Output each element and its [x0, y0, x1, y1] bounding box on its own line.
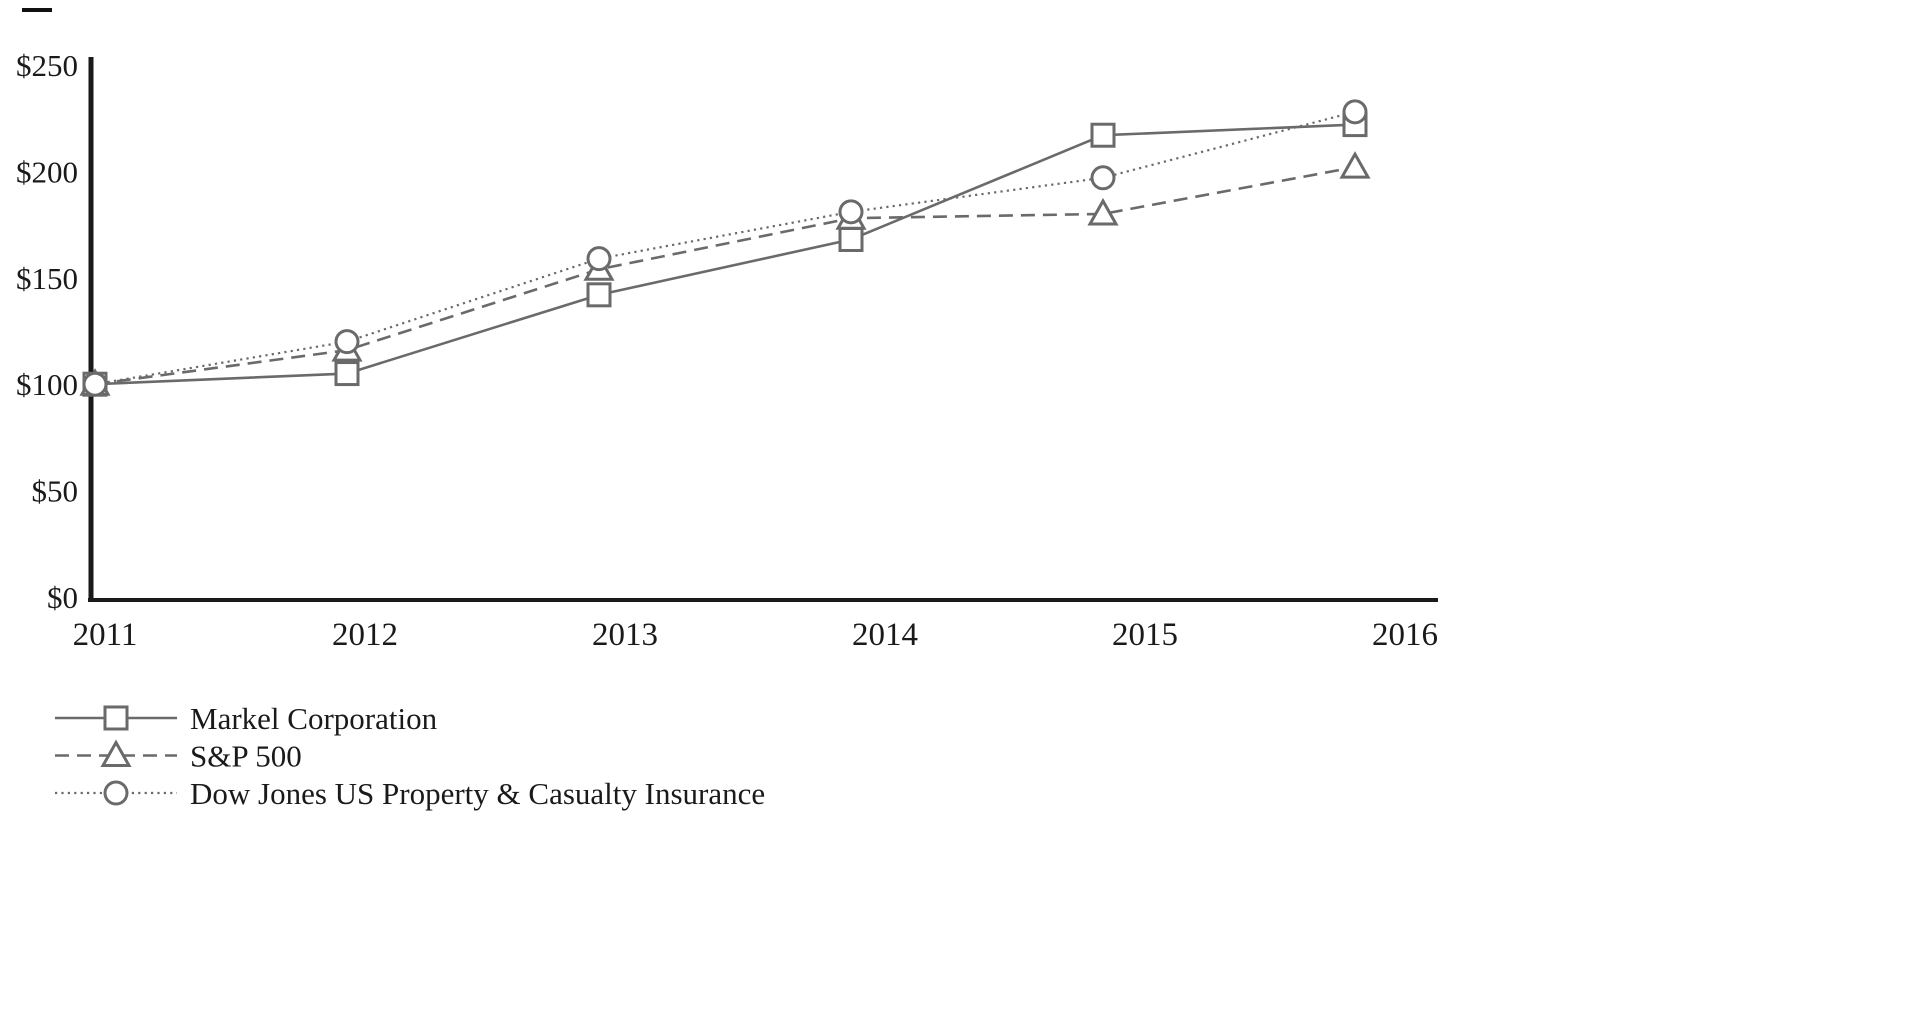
circle-marker [334, 329, 360, 355]
x-tick-label: 2016 [1372, 617, 1438, 653]
y-tick-label: $50 [32, 474, 79, 509]
x-tick-label: 2015 [1112, 617, 1178, 653]
y-tick-label: $0 [47, 580, 78, 615]
square-marker [1090, 122, 1116, 148]
circle-marker [103, 780, 129, 806]
triangle-marker [1339, 151, 1371, 179]
series-line-square [94, 123, 1356, 386]
y-tick-label: $200 [16, 154, 78, 189]
legend-label: S&P 500 [190, 739, 302, 774]
x-tick-label: 2012 [332, 617, 398, 653]
y-tick-label: $100 [16, 367, 78, 402]
series-line-triangle [94, 165, 1356, 386]
circle-marker [838, 199, 864, 225]
circle-marker [1342, 99, 1368, 125]
legend-item: Dow Jones US Property & Casualty Insuran… [55, 776, 765, 811]
y-tick-label: $250 [16, 48, 78, 83]
x-tick-label: 2011 [73, 617, 138, 653]
legend-label: Markel Corporation [190, 701, 438, 736]
square-marker [334, 361, 360, 387]
circle-marker [1090, 165, 1116, 191]
legend-item: Markel Corporation [55, 701, 438, 736]
square-marker [103, 705, 129, 731]
series-line-circle [94, 110, 1356, 386]
x-tick-label: 2014 [852, 617, 918, 653]
circle-marker [586, 246, 612, 272]
legend-label: Dow Jones US Property & Casualty Insuran… [190, 776, 765, 811]
legend-item: S&P 500 [55, 739, 302, 774]
triangle-marker [1087, 197, 1119, 226]
square-marker [838, 226, 864, 252]
square-marker [586, 282, 612, 308]
x-tick-label: 2013 [592, 617, 658, 653]
circle-marker [82, 371, 108, 397]
y-tick-label: $150 [16, 261, 78, 296]
triangle-marker [100, 739, 132, 767]
